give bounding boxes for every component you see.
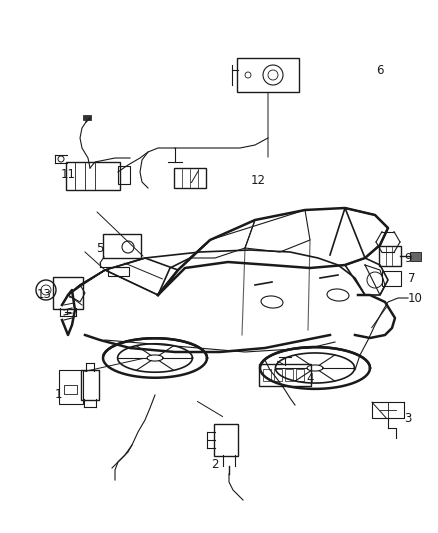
Text: 1: 1 bbox=[54, 389, 62, 401]
FancyBboxPatch shape bbox=[83, 115, 91, 120]
Text: 3: 3 bbox=[404, 411, 412, 424]
FancyBboxPatch shape bbox=[410, 252, 420, 261]
Text: 5: 5 bbox=[96, 241, 104, 254]
Text: 9: 9 bbox=[404, 252, 412, 264]
Text: 7: 7 bbox=[408, 271, 416, 285]
Text: 2: 2 bbox=[211, 458, 219, 472]
Text: 13: 13 bbox=[36, 288, 51, 302]
Text: 11: 11 bbox=[60, 168, 75, 182]
Text: 12: 12 bbox=[251, 174, 265, 187]
Text: 6: 6 bbox=[376, 63, 384, 77]
Text: 10: 10 bbox=[408, 292, 422, 304]
Text: 4: 4 bbox=[306, 372, 314, 384]
